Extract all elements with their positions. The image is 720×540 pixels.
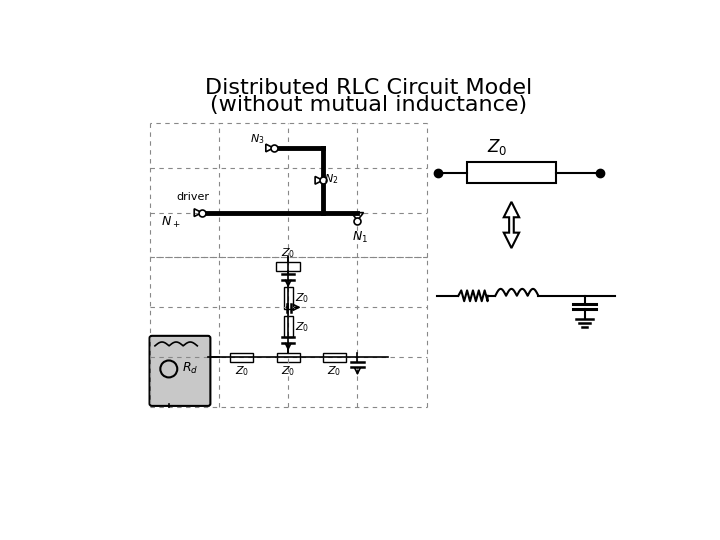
Bar [276, 353, 300, 362]
Polygon shape [266, 144, 274, 152]
Polygon shape [194, 209, 202, 217]
Text: driver: driver [176, 192, 210, 202]
Polygon shape [315, 177, 323, 184]
Text: $N_+$: $N_+$ [161, 215, 181, 230]
Bar [284, 316, 293, 338]
FancyBboxPatch shape [150, 336, 210, 406]
Text: $Z_0$: $Z_0$ [295, 320, 310, 334]
Text: $Z_0$: $Z_0$ [281, 246, 295, 260]
Text: $Z_0$: $Z_0$ [327, 364, 341, 378]
Text: $Z_0$: $Z_0$ [235, 364, 249, 378]
Bar [276, 262, 300, 271]
Bar [284, 287, 293, 309]
Polygon shape [351, 213, 364, 220]
Text: $N_1$: $N_1$ [351, 230, 368, 245]
Text: $Z_0$: $Z_0$ [295, 291, 310, 305]
Text: $Z_0$: $Z_0$ [487, 137, 508, 157]
Polygon shape [504, 202, 519, 248]
Text: $R_d$: $R_d$ [182, 361, 199, 376]
Text: $Z_0$: $Z_0$ [281, 364, 295, 378]
Text: (without mutual inductance): (without mutual inductance) [210, 95, 528, 115]
Text: Distributed RLC Circuit Model: Distributed RLC Circuit Model [205, 78, 533, 98]
Bar [323, 353, 346, 362]
Bar [230, 353, 253, 362]
Text: $N_3$: $N_3$ [250, 132, 264, 146]
Text: $N_2$: $N_2$ [324, 172, 339, 186]
Bar [467, 162, 556, 184]
